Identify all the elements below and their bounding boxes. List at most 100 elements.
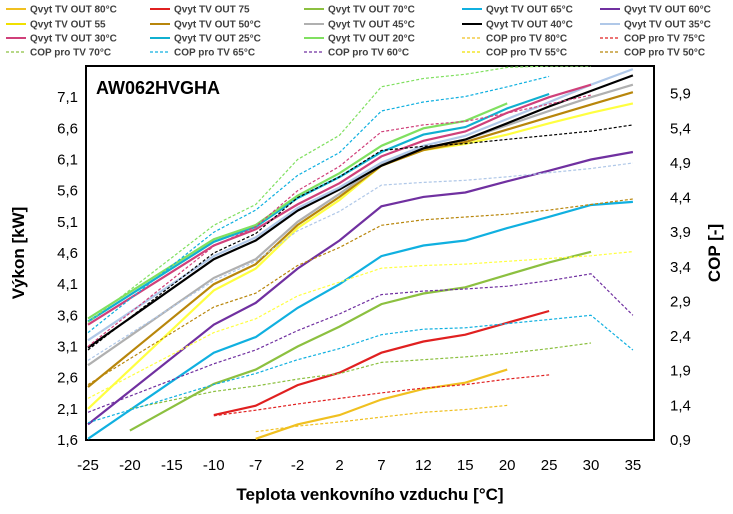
y-tick-label: 5,1 bbox=[57, 214, 78, 231]
legend-item: Qvyt TV OUT 30°C bbox=[6, 34, 117, 45]
x-tick-label: -15 bbox=[161, 457, 183, 474]
series-line bbox=[87, 102, 508, 320]
y-axis-title: Výkon [kW] bbox=[9, 207, 28, 300]
y-tick-label: 3,6 bbox=[57, 307, 78, 324]
series-line bbox=[129, 342, 592, 410]
legend-label: COP pro TV 55°C bbox=[486, 48, 567, 59]
legend-item: Qvyt TV OUT 60°C bbox=[600, 5, 711, 16]
series-line bbox=[87, 68, 634, 342]
legend-item: COP pro TV 50°C bbox=[600, 48, 705, 59]
x-tick-label: 35 bbox=[625, 457, 642, 474]
legend-item: Qvyt TV OUT 35°C bbox=[600, 20, 711, 31]
series-line bbox=[87, 66, 591, 323]
legend-label: Qvyt TV OUT 50°C bbox=[174, 20, 261, 31]
legend-item: Qvyt TV OUT 50°C bbox=[150, 20, 261, 31]
legend-label: Qvyt TV OUT 80°C bbox=[30, 5, 117, 16]
legend-item: Qvyt TV OUT 20°C bbox=[304, 34, 415, 45]
legend-label: Qvyt TV OUT 35°C bbox=[624, 20, 711, 31]
legend-item: COP pro TV 55°C bbox=[462, 48, 567, 59]
y-tick-label: 2,6 bbox=[57, 370, 78, 387]
y2-tick-label: 2,9 bbox=[670, 293, 691, 310]
legend-label: Qvyt TV OUT 65°C bbox=[486, 5, 573, 16]
series-line bbox=[255, 368, 508, 440]
legend-item: Qvyt TV OUT 80°C bbox=[6, 5, 117, 16]
y2-tick-label: 3,9 bbox=[670, 224, 691, 241]
series-line bbox=[255, 404, 508, 433]
series-layer bbox=[87, 66, 634, 440]
y2-tick-label: 1,9 bbox=[670, 363, 691, 380]
x-tick-label: 12 bbox=[415, 457, 432, 474]
legend-label: COP pro TV 65°C bbox=[174, 48, 255, 59]
legend-label: COP pro TV 75°C bbox=[624, 34, 705, 45]
x-tick-label: -2 bbox=[291, 457, 304, 474]
legend-item: Qvyt TV OUT 70°C bbox=[304, 5, 415, 16]
x-tick-label: -25 bbox=[77, 457, 99, 474]
y2-tick-label: 5,9 bbox=[670, 86, 691, 103]
legend-item: COP pro TV 60°C bbox=[304, 48, 409, 59]
legend-item: Qvyt TV OUT 45°C bbox=[304, 20, 415, 31]
y-tick-label: 3,1 bbox=[57, 339, 78, 356]
y-tick-label: 1,6 bbox=[57, 432, 78, 449]
x-axis-ticks: -25 -20 -15 -10 -7 -2 2 7 12 15 20 25 30 35 bbox=[77, 457, 641, 474]
series-line bbox=[87, 150, 634, 426]
y2-axis-title: COP [-] bbox=[705, 224, 724, 282]
y2-axis-ticks: 0,9 1,4 1,9 2,4 2,9 3,4 3,9 4,4 4,9 5,4 5,9 bbox=[670, 86, 691, 449]
x-tick-label: 15 bbox=[457, 457, 474, 474]
x-axis-title: Teplota venkovního vzduchu [°C] bbox=[236, 485, 503, 504]
legend-item: COP pro TV 75°C bbox=[600, 34, 705, 45]
y-tick-label: 4,6 bbox=[57, 245, 78, 262]
legend-item: Qvyt TV OUT 25°C bbox=[150, 34, 261, 45]
y2-tick-label: 3,4 bbox=[670, 259, 691, 276]
legend-item: Qvyt TV OUT 40°C bbox=[462, 20, 573, 31]
series-line bbox=[87, 314, 634, 424]
legend-label: COP pro TV 50°C bbox=[624, 48, 705, 59]
series-line bbox=[87, 198, 633, 386]
y2-tick-label: 1,4 bbox=[670, 397, 691, 414]
x-tick-label: 7 bbox=[377, 457, 385, 474]
legend-item: Qvyt TV OUT 75 bbox=[150, 5, 250, 16]
y-tick-label: 4,1 bbox=[57, 276, 78, 293]
legend-item: COP pro TV 80°C bbox=[462, 34, 567, 45]
series-line bbox=[87, 200, 633, 440]
legend-label: Qvyt TV OUT 40°C bbox=[486, 20, 573, 31]
legend-item: Qvyt TV OUT 65°C bbox=[462, 5, 573, 16]
legend-item: COP pro TV 70°C bbox=[6, 48, 111, 59]
series-line bbox=[129, 250, 592, 432]
series-line bbox=[213, 374, 550, 417]
series-line bbox=[87, 251, 633, 399]
y2-tick-label: 4,4 bbox=[670, 190, 691, 207]
y-tick-label: 6,6 bbox=[57, 120, 78, 137]
y-tick-label: 6,1 bbox=[57, 152, 78, 169]
series-line bbox=[213, 309, 550, 417]
y2-tick-label: 4,9 bbox=[670, 155, 691, 172]
series-line bbox=[87, 273, 634, 413]
series-line bbox=[87, 74, 634, 349]
legend-label: COP pro TV 70°C bbox=[30, 48, 111, 59]
legend-label: COP pro TV 60°C bbox=[328, 48, 409, 59]
legend-label: Qvyt TV OUT 75 bbox=[174, 5, 250, 16]
y-tick-label: 5,6 bbox=[57, 183, 78, 200]
y-axis-ticks: 1,6 2,1 2,6 3,1 3,6 4,1 4,6 5,1 5,6 6,1 6,6 7,1 bbox=[57, 89, 78, 449]
x-tick-label: -10 bbox=[203, 457, 225, 474]
y-tick-label: 7,1 bbox=[57, 89, 78, 106]
series-line bbox=[87, 75, 550, 334]
legend-label: Qvyt TV OUT 70°C bbox=[328, 5, 415, 16]
legend-label: Qvyt TV OUT 55 bbox=[30, 20, 106, 31]
legend-item: COP pro TV 65°C bbox=[150, 48, 255, 59]
series-line bbox=[87, 94, 592, 347]
y2-tick-label: 2,4 bbox=[670, 328, 691, 345]
series-line bbox=[87, 162, 633, 361]
x-tick-label: 25 bbox=[541, 457, 558, 474]
legend-label: Qvyt TV OUT 25°C bbox=[174, 34, 261, 45]
plot-area bbox=[85, 65, 655, 441]
legend-item: Qvyt TV OUT 55 bbox=[6, 20, 106, 31]
model-label: AW062HVGHA bbox=[96, 78, 220, 98]
legend-label: Qvyt TV OUT 20°C bbox=[328, 34, 415, 45]
x-tick-label: -20 bbox=[119, 457, 141, 474]
x-tick-label: -7 bbox=[249, 457, 262, 474]
y2-tick-label: 0,9 bbox=[670, 432, 691, 449]
x-tick-label: 2 bbox=[335, 457, 343, 474]
series-line bbox=[87, 83, 592, 326]
series-line bbox=[87, 124, 633, 351]
